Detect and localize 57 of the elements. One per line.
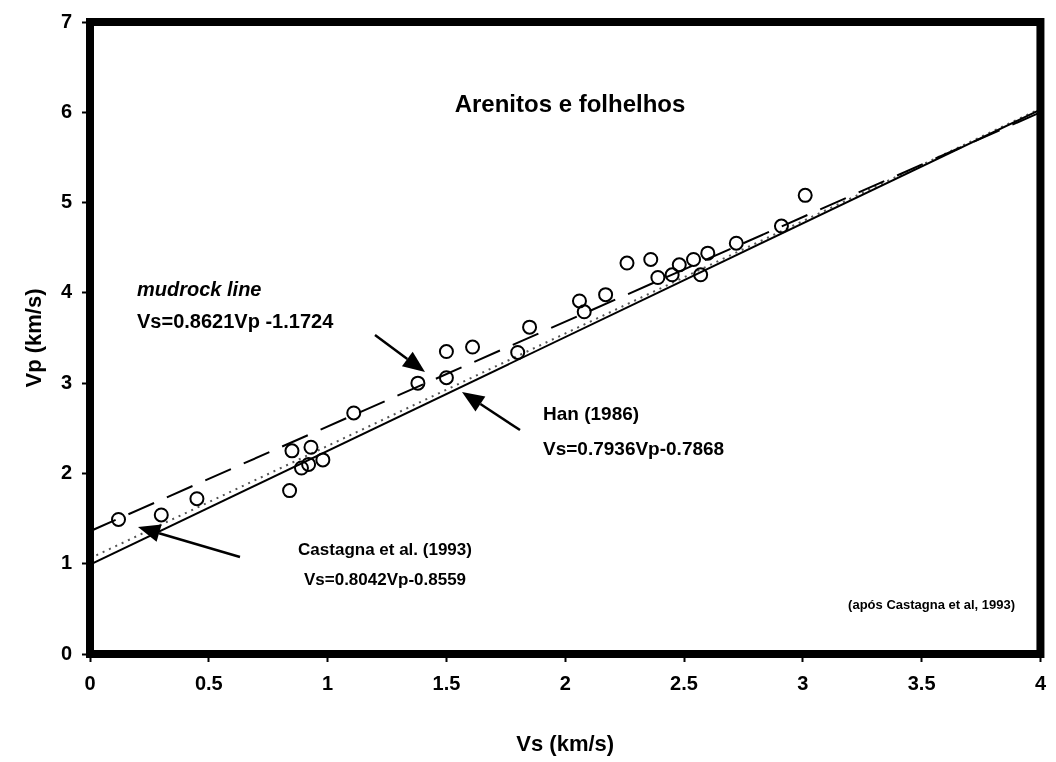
point <box>346 405 362 421</box>
point <box>410 375 426 391</box>
point <box>438 344 454 360</box>
point <box>671 257 687 273</box>
x-tick-label: 1.5 <box>432 671 461 694</box>
point <box>700 245 716 261</box>
point <box>438 370 454 386</box>
annotation: Vs=0.8042Vp-0.8559 <box>303 569 467 589</box>
x-tick-label: 3.5 <box>907 671 936 694</box>
point <box>153 507 169 523</box>
y-tick-label: 0 <box>60 641 72 664</box>
point <box>571 293 587 309</box>
y-tick-label: 3 <box>60 370 72 393</box>
annotation: mudrock line <box>137 277 262 300</box>
point <box>284 443 300 459</box>
point <box>643 251 659 267</box>
y-axis-title: Vp (km/s) <box>21 288 47 388</box>
y-tick-label: 1 <box>60 551 72 574</box>
y-tick-label: 7 <box>60 9 72 32</box>
annotation: (após Castagna et al, 1993) <box>848 596 1015 612</box>
annotation: Han (1986) <box>543 403 640 425</box>
annotation: Vs=0.7936Vp-0.7868 <box>543 438 725 460</box>
point <box>301 456 317 472</box>
point <box>598 287 614 303</box>
x-axis-title: Vs (km/s) <box>516 730 615 756</box>
point <box>773 218 789 234</box>
point <box>111 511 127 527</box>
point <box>282 483 298 499</box>
x-tick-label: 3 <box>797 671 809 694</box>
point <box>619 255 635 271</box>
point <box>315 452 331 468</box>
x-tick-label: 0.5 <box>194 671 223 694</box>
point <box>686 251 702 267</box>
point <box>728 235 744 251</box>
point <box>465 339 481 355</box>
y-tick-label: 4 <box>60 280 73 303</box>
x-tick-label: 2 <box>559 671 571 694</box>
point <box>510 344 526 360</box>
x-tick-label: 4 <box>1034 671 1047 694</box>
x-tick-label: 2.5 <box>670 671 698 694</box>
point <box>576 304 592 320</box>
point <box>293 460 309 476</box>
point <box>693 267 709 283</box>
y-tick-label: 5 <box>60 190 72 213</box>
annotation: Vs=0.8621Vp -1.1724 <box>137 309 335 332</box>
y-tick-label: 2 <box>60 460 72 483</box>
point <box>650 270 666 286</box>
x-tick-label: 0 <box>84 671 96 694</box>
text: Arenitos e folhelhos <box>454 89 686 117</box>
point <box>664 267 680 283</box>
x-tick-label: 1 <box>322 671 334 694</box>
point <box>797 187 813 203</box>
annotation: Castagna et al. (1993) <box>298 539 472 559</box>
point <box>303 439 319 455</box>
point <box>189 491 205 507</box>
y-tick-label: 6 <box>60 99 72 122</box>
point <box>522 319 538 335</box>
